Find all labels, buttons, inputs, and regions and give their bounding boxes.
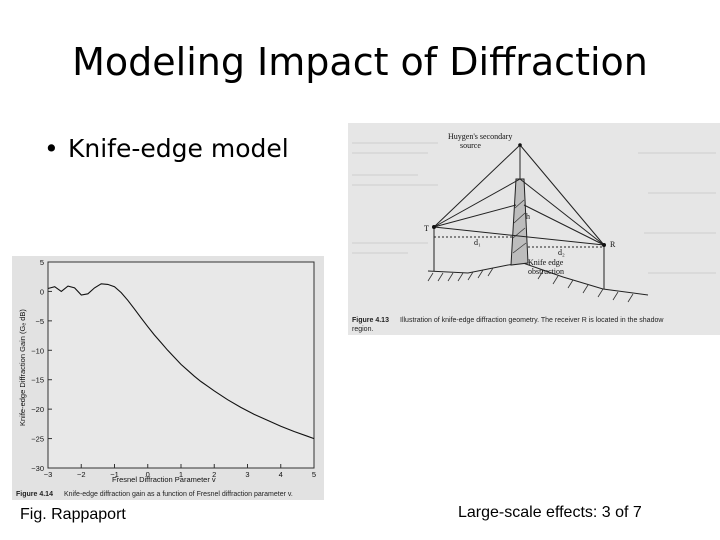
- y-tick-label: −15: [31, 376, 44, 385]
- x-axis-label: Fresnel Diffraction Parameter v: [112, 475, 216, 484]
- x-tick-label: 4: [279, 470, 283, 479]
- caption-text-top: Illustration of knife-edge diffraction g…: [400, 317, 664, 324]
- x-tick-label: −3: [44, 470, 53, 479]
- caption-text-bottom: Knife-edge diffraction gain as a functio…: [64, 491, 293, 498]
- label-huygen-source-2: source: [460, 141, 481, 150]
- x-tick-label: 2: [212, 470, 216, 479]
- y-tick-label: −25: [31, 435, 44, 444]
- caption-number-top: Figure 4.13: [352, 317, 389, 324]
- y-tick-label: −20: [31, 405, 44, 414]
- label-d1: d₁: [474, 238, 481, 247]
- label-knife-edge: Knife edge: [528, 258, 564, 267]
- bullet-dot-icon: •: [44, 134, 59, 163]
- y-tick-label: −5: [35, 317, 44, 326]
- x-tick-label: 1: [179, 470, 183, 479]
- y-tick-label: −30: [31, 464, 44, 473]
- figure-credit: Fig. Rappaport: [20, 506, 126, 523]
- knife-edge-geometry-figure: Huygen's secondary source T R h d₁ d₂ Kn…: [348, 123, 720, 335]
- x-tick-label: −2: [77, 470, 86, 479]
- label-d2: d₂: [558, 248, 565, 257]
- x-tick-label: 3: [245, 470, 249, 479]
- bullet-item: • Knife-edge model: [44, 134, 289, 163]
- x-tick-label: 0: [146, 470, 150, 479]
- knife-edge-geometry-diagram: Huygen's secondary source T R h d₁ d₂ Kn…: [348, 123, 720, 335]
- y-axis-label: Knife-edge Diffraction Gain (Gₑ dB): [18, 309, 27, 426]
- caption-text-top-2: region.: [352, 326, 373, 333]
- y-tick-label: 0: [40, 287, 44, 296]
- gain-curve-line: [47, 283, 315, 440]
- y-tick-label: 5: [40, 258, 44, 267]
- label-receiver: R: [610, 240, 616, 249]
- x-tick-label: 5: [312, 470, 316, 479]
- label-huygen-source: Huygen's secondary: [448, 132, 512, 141]
- label-h: h: [526, 212, 530, 221]
- x-tick-label: −1: [110, 470, 119, 479]
- slide-counter: Large-scale effects: 3 of 7: [458, 504, 642, 521]
- label-obstruction: obstruction: [528, 267, 564, 276]
- y-tick-label: −10: [31, 346, 44, 355]
- bullet-text: Knife-edge model: [68, 134, 289, 163]
- diffraction-gain-figure: 5 0 −5 −10 −15 −20 −25 −30 −3 −2 −1 0 1 2 3 4 5 Knife-e…: [12, 256, 324, 500]
- diffraction-gain-chart: 50−5−10−15−20−25−30 −3 −2 −1 0 1 2 3 4 5 Knife-e…: [12, 256, 324, 500]
- slide-title: Modeling Impact of Diffraction: [72, 40, 648, 84]
- caption-number-bottom: Figure 4.14: [16, 491, 53, 498]
- label-transmitter: T: [424, 224, 429, 233]
